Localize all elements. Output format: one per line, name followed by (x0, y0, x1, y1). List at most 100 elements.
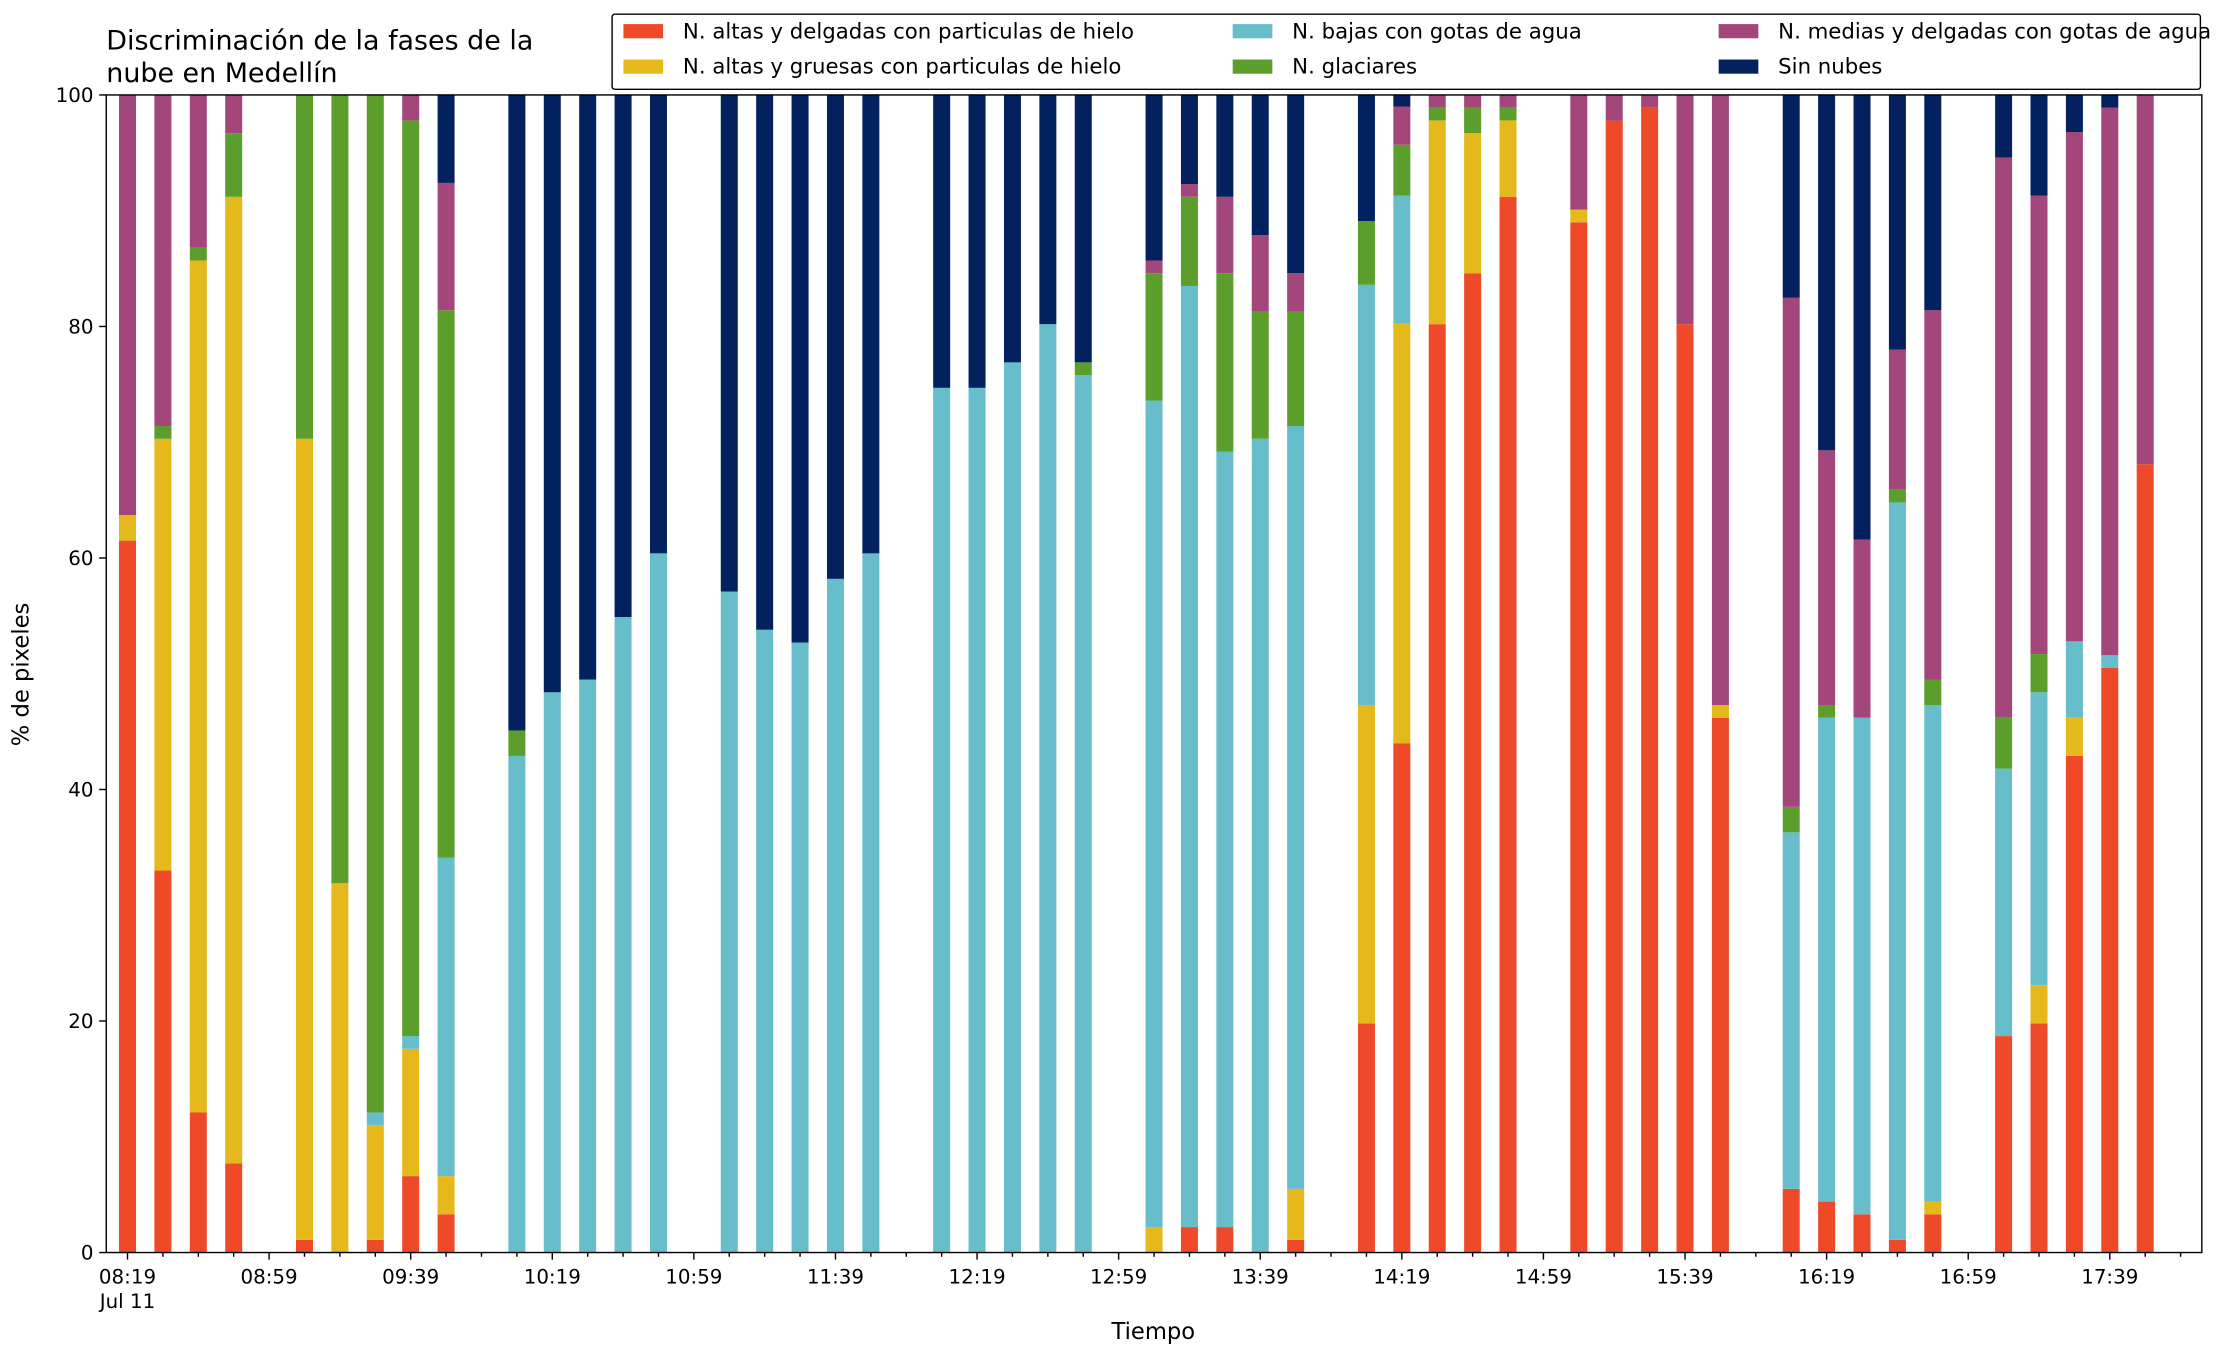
bar-segment (579, 94, 597, 680)
legend-label: N. bajas con gotas de agua (1292, 19, 1582, 44)
bar-segment (2065, 94, 2083, 132)
bar-segment (1499, 196, 1517, 1253)
bar-segment (1676, 324, 1694, 1253)
bar-segment (1216, 196, 1234, 274)
bar-segment (1924, 310, 1942, 680)
bar-segment (1995, 768, 2013, 1037)
bar-segment (225, 94, 243, 134)
x-tick-label: 15:39 (1656, 1266, 1713, 1289)
y-axis-label: % de pixeles (8, 603, 34, 747)
x-tick-label: 08:59 (241, 1266, 298, 1289)
bar-segment (1357, 284, 1375, 706)
bar-segment (2030, 654, 2048, 693)
x-tick-label: 14:19 (1373, 1266, 1430, 1289)
bar-segment (508, 94, 526, 731)
bar-segment (402, 120, 420, 1037)
bar-segment (1995, 717, 2013, 769)
bar-segment (331, 883, 349, 1253)
bar-segment (1145, 273, 1163, 401)
bar-segment (1782, 94, 1800, 298)
bar-segment (1818, 1201, 1836, 1253)
bar-segment (1180, 196, 1198, 286)
bar-segment (366, 94, 384, 1113)
legend-label: N. glaciares (1292, 55, 1417, 80)
bar-segment (1287, 94, 1305, 274)
bar-segment (437, 1176, 455, 1215)
chart-title: Discriminación de la fases de la nube en … (106, 26, 533, 90)
bar-segment (1003, 94, 1021, 363)
bar-segment (1393, 743, 1411, 1253)
bar-segment (366, 1112, 384, 1126)
bar-segment (119, 515, 137, 541)
legend-label: N. altas y gruesas con particulas de hie… (683, 55, 1121, 80)
bar-segment (614, 617, 632, 1253)
bar-segment (1393, 144, 1411, 196)
bar-segment (1145, 400, 1163, 1228)
bar-segment (1180, 94, 1198, 185)
bar-segment (189, 247, 207, 261)
bar-segment (1888, 94, 1906, 350)
bar-segment (649, 94, 667, 554)
bar-segment (1888, 349, 1906, 490)
bar-segment (826, 94, 844, 579)
x-tick-label: 10:19 (524, 1266, 581, 1289)
bar-segment (119, 94, 137, 516)
bar-segment (1818, 705, 1836, 718)
bar-segment (154, 438, 172, 871)
bar-segment (791, 94, 809, 643)
bar-segment (1924, 1214, 1942, 1253)
bar-segment (402, 1048, 420, 1177)
y-tick-label: 80 (68, 316, 93, 339)
bar-segment (402, 1036, 420, 1049)
x-axis-label: Tiempo (1110, 1319, 1195, 1345)
bar-segment (402, 94, 420, 121)
bar-segment (1570, 222, 1588, 1253)
bar-segment (756, 629, 774, 1253)
bar-segment (1287, 1239, 1305, 1253)
bar-segment (1605, 94, 1623, 121)
y-tick-label: 40 (68, 779, 93, 802)
bar-segment (1888, 1239, 1906, 1253)
bar-segment (1428, 120, 1446, 325)
y-tick-label: 60 (68, 547, 93, 570)
bar-segment (2101, 94, 2119, 108)
bar-segment (1287, 311, 1305, 427)
x-tick-label: 17:39 (2081, 1266, 2138, 1289)
bar-segment (154, 870, 172, 1253)
bar-segment (1357, 1023, 1375, 1253)
bar-segment (579, 679, 597, 1253)
bar-segment (1570, 209, 1588, 223)
bar-segment (1180, 184, 1198, 197)
x-tick-label: 16:59 (1940, 1266, 1997, 1289)
legend-label: N. altas y delgadas con particulas de hi… (683, 19, 1134, 44)
bar-segment (720, 591, 738, 1253)
bar-segment (1393, 322, 1411, 744)
bar-segment (1216, 273, 1234, 452)
bar-segment (1216, 451, 1234, 1228)
bar-segment (2030, 195, 2048, 655)
x-tick-label: 12:19 (948, 1266, 1005, 1289)
bar-segment (508, 730, 526, 756)
bar-segment (1818, 717, 1836, 1202)
legend-swatch (623, 24, 664, 39)
bar-segment (154, 426, 172, 439)
bar-segment (1570, 94, 1588, 210)
bar-segment (189, 1112, 207, 1253)
bar-segment (2101, 107, 2119, 656)
bar-segment (1251, 235, 1269, 312)
bar-segment (720, 94, 738, 592)
x-tick-label: 08:19 (99, 1266, 156, 1289)
bar-segment (1039, 94, 1057, 325)
x-tick-label: 09:39 (382, 1266, 439, 1289)
bar-segment (1499, 120, 1517, 197)
bar-segment (968, 94, 986, 388)
bar-segment (154, 94, 172, 427)
bar-segment (933, 387, 951, 1253)
bar-segment (543, 94, 561, 693)
bar-segment (1428, 94, 1446, 108)
bar-segment (1357, 221, 1375, 285)
bar-segment (2101, 655, 2119, 668)
bar-segment (1464, 273, 1482, 1253)
bar-segment (295, 1239, 313, 1253)
bar-segment (862, 553, 880, 1253)
